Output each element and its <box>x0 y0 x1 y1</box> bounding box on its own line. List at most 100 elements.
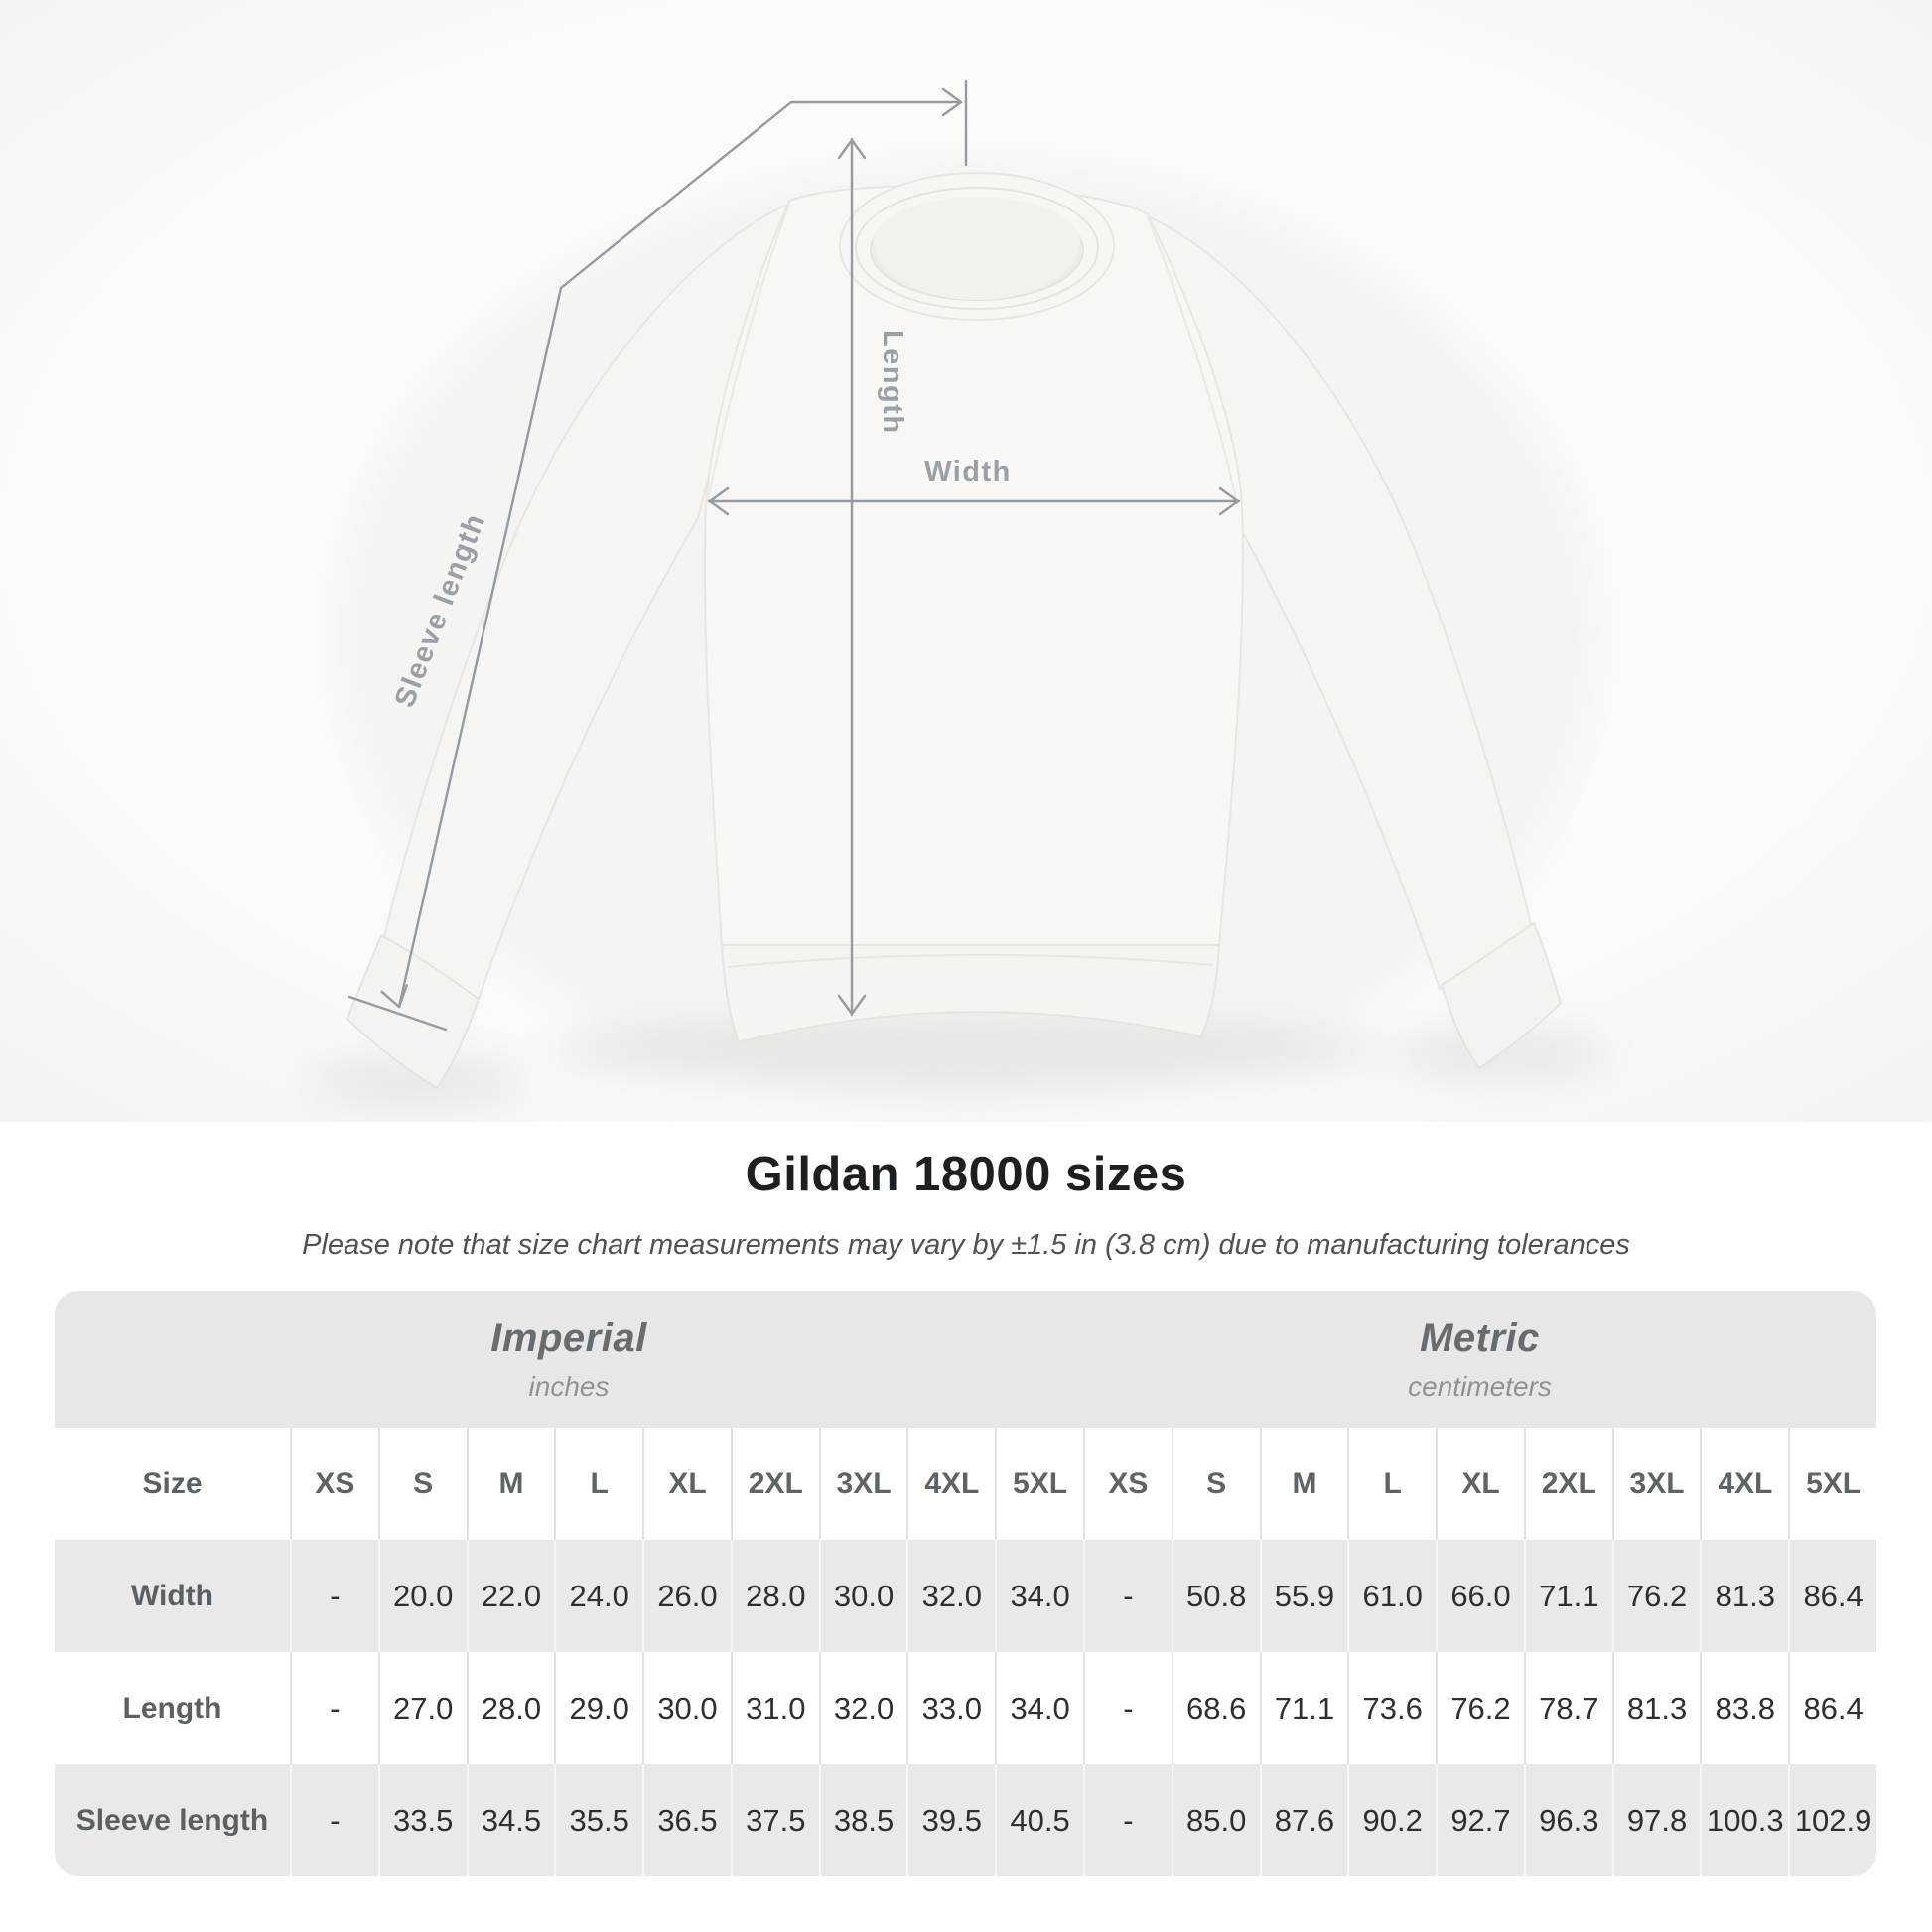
product-photo: Length Width Sleeve length <box>0 0 1932 1122</box>
table-row-length: Length -27.0 28.0 29.0 30.0 31.0 32.0 33.0 34.0-… <box>55 1652 1876 1764</box>
sweatshirt-diagram: Length Width Sleeve length <box>0 0 1932 1122</box>
unit-group-unit: centimeters <box>1408 1370 1552 1402</box>
row-label-length: Length <box>122 1691 222 1725</box>
cell-length-metric-xs: - <box>1083 1652 1172 1764</box>
unit-group-unit: inches <box>528 1370 610 1402</box>
cell-sleeve-length-metric-s: 85.0 <box>1171 1764 1260 1876</box>
waistband <box>720 944 1221 1044</box>
size-header-metric-m: M <box>1259 1428 1348 1540</box>
table-size-header-row: Size XS S M L XL 2XL 3XL 4XL 5XL XS S M L XL 2XL 3XL 4XL 5… <box>55 1428 1876 1540</box>
size-header-imperial-s: S <box>377 1428 467 1540</box>
cell-width-imperial-xl: 26.0 <box>642 1540 731 1652</box>
cell-width-imperial-3xl: 30.0 <box>818 1540 907 1652</box>
table-row-width: Width -20.0 22.0 24.0 26.0 28.0 30.0 32.0 34.0-5… <box>55 1540 1876 1652</box>
cell-width-metric-4xl: 81.3 <box>1700 1540 1788 1652</box>
cell-sleeve-length-imperial-xl: 36.5 <box>642 1764 731 1876</box>
cell-length-metric-5xl: 86.4 <box>1788 1652 1876 1764</box>
unit-group-title: Imperial <box>490 1315 647 1360</box>
size-chart-table: Imperial inches Metric centimeters Size XS S M L… <box>55 1291 1876 1876</box>
torso <box>703 184 1244 948</box>
cell-length-metric-m: 71.1 <box>1259 1652 1348 1764</box>
cell-width-metric-5xl: 86.4 <box>1788 1540 1876 1652</box>
size-header-imperial-2xl: 2XL <box>730 1428 819 1540</box>
size-header-metric-s: S <box>1171 1428 1260 1540</box>
unit-group-title: Metric <box>1420 1315 1540 1360</box>
cell-length-imperial-3xl: 32.0 <box>818 1652 907 1764</box>
cell-length-imperial-xs: - <box>290 1652 378 1764</box>
table-unit-header-row: Imperial inches Metric centimeters <box>55 1291 1876 1428</box>
shoulder-seam-left <box>706 203 790 505</box>
arrow-up-icon <box>837 138 867 160</box>
cell-sleeve-length-metric-4xl: 100.3 <box>1700 1764 1788 1876</box>
length-measure-label: Length <box>877 330 908 435</box>
sweatshirt-illustration <box>345 172 1563 1090</box>
cell-width-metric-3xl: 76.2 <box>1611 1540 1701 1652</box>
arrow-down-icon <box>837 994 867 1016</box>
cell-sleeve-length-imperial-5xl: 40.5 <box>995 1764 1083 1876</box>
cell-width-metric-l: 61.0 <box>1347 1540 1436 1652</box>
collar-seam <box>855 187 1099 310</box>
cell-sleeve-length-imperial-4xl: 39.5 <box>906 1764 995 1876</box>
cell-length-imperial-4xl: 33.0 <box>906 1652 995 1764</box>
waistband-seam <box>727 953 1214 968</box>
cell-width-metric-xl: 66.0 <box>1436 1540 1524 1652</box>
size-header-imperial-xl: XL <box>642 1428 731 1540</box>
size-header-metric-4xl: 4XL <box>1700 1428 1788 1540</box>
cell-length-imperial-l: 29.0 <box>554 1652 642 1764</box>
row-label-sleeve-length: Sleeve length <box>75 1803 269 1837</box>
collar-back-inside <box>874 197 1080 300</box>
cell-sleeve-length-imperial-l: 35.5 <box>554 1764 642 1876</box>
size-header-metric-3xl: 3XL <box>1611 1428 1701 1540</box>
size-header-imperial-l: L <box>554 1428 642 1540</box>
sleeve-measure-tick-bottom <box>347 995 448 1032</box>
cell-length-metric-s: 68.6 <box>1171 1652 1260 1764</box>
cell-sleeve-length-imperial-2xl: 37.5 <box>730 1764 819 1876</box>
size-header-imperial-5xl: 5XL <box>995 1428 1083 1540</box>
cell-sleeve-length-metric-l: 90.2 <box>1347 1764 1436 1876</box>
cell-sleeve-length-imperial-m: 34.5 <box>466 1764 555 1876</box>
width-measure-label: Width <box>924 456 1012 487</box>
cell-sleeve-length-imperial-3xl: 38.5 <box>818 1764 907 1876</box>
unit-group-imperial: Imperial inches <box>55 1291 1083 1428</box>
unit-group-metric: Metric centimeters <box>1083 1291 1876 1428</box>
cell-width-imperial-2xl: 28.0 <box>730 1540 819 1652</box>
size-header-imperial-m: M <box>466 1428 555 1540</box>
cell-width-imperial-4xl: 32.0 <box>906 1540 995 1652</box>
cell-length-metric-4xl: 83.8 <box>1700 1652 1788 1764</box>
cell-width-imperial-5xl: 34.0 <box>995 1540 1083 1652</box>
cell-length-metric-2xl: 78.7 <box>1523 1652 1612 1764</box>
tolerance-note: Please note that size chart measurements… <box>302 1229 1630 1261</box>
cell-length-imperial-5xl: 34.0 <box>995 1652 1083 1764</box>
cell-sleeve-length-metric-xl: 92.7 <box>1436 1764 1524 1876</box>
cell-sleeve-length-metric-5xl: 102.9 <box>1788 1764 1876 1876</box>
cell-length-metric-l: 73.6 <box>1347 1652 1436 1764</box>
size-header-metric-5xl: 5XL <box>1788 1428 1876 1540</box>
cell-width-metric-m: 55.9 <box>1259 1540 1348 1652</box>
cell-sleeve-length-metric-3xl: 97.8 <box>1611 1764 1701 1876</box>
cell-width-imperial-s: 20.0 <box>377 1540 467 1652</box>
size-header-metric-2xl: 2XL <box>1523 1428 1612 1540</box>
sleeve-measure-line <box>397 100 963 1009</box>
size-header-imperial-4xl: 4XL <box>906 1428 995 1540</box>
cell-length-imperial-xl: 30.0 <box>642 1652 731 1764</box>
cell-width-imperial-l: 24.0 <box>554 1540 642 1652</box>
cell-width-metric-xs: - <box>1083 1540 1172 1652</box>
arrow-left-icon <box>708 486 730 516</box>
cell-length-metric-xl: 76.2 <box>1436 1652 1524 1764</box>
cell-sleeve-length-metric-2xl: 96.3 <box>1523 1764 1612 1876</box>
right-cuff <box>1440 921 1563 1070</box>
cell-length-imperial-m: 28.0 <box>466 1652 555 1764</box>
arrow-right2-icon <box>1218 486 1240 516</box>
size-header-imperial-xs: XS <box>290 1428 378 1540</box>
size-header-metric-xl: XL <box>1436 1428 1524 1540</box>
cell-sleeve-length-metric-xs: - <box>1083 1764 1172 1876</box>
chart-title: Gildan 18000 sizes <box>745 1148 1187 1201</box>
row-label-width: Width <box>130 1579 214 1612</box>
cell-width-imperial-m: 22.0 <box>466 1540 555 1652</box>
cell-length-imperial-2xl: 31.0 <box>730 1652 819 1764</box>
table-row-sleeve-length: Sleeve length -33.5 34.5 35.5 36.5 37.5 38.5 39… <box>55 1764 1876 1876</box>
cell-sleeve-length-imperial-xs: - <box>290 1764 378 1876</box>
cell-width-metric-2xl: 71.1 <box>1523 1540 1612 1652</box>
cell-length-metric-3xl: 81.3 <box>1611 1652 1701 1764</box>
